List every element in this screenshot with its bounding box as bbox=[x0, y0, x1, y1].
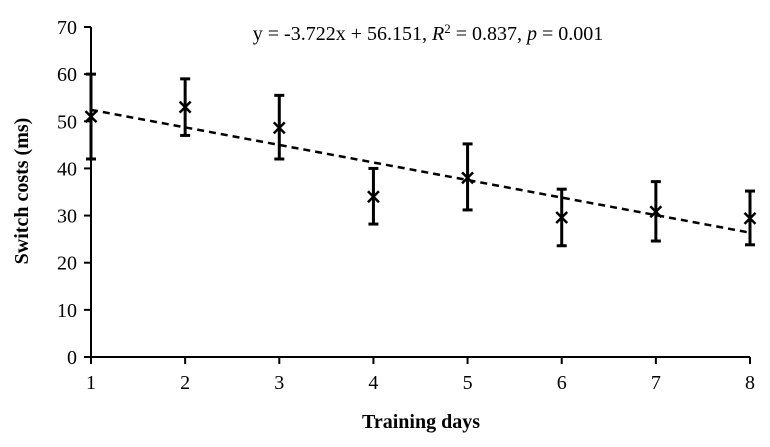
data-point bbox=[178, 77, 192, 137]
x-tick-label: 7 bbox=[651, 372, 661, 394]
x-marker bbox=[461, 171, 474, 185]
y-axis-title: Switch costs (ms) bbox=[11, 118, 33, 265]
axes: 0 10 20 30 40 50 60 70 1 2 3 4 5 6 7 8 bbox=[57, 17, 755, 394]
data-point bbox=[555, 187, 569, 248]
y-tick-label: 70 bbox=[57, 17, 77, 39]
data-point bbox=[649, 180, 663, 243]
r2-value: = 0.837, bbox=[451, 23, 527, 45]
data-point bbox=[461, 142, 474, 212]
p-label: p bbox=[525, 23, 537, 45]
r2-superscript: 2 bbox=[444, 21, 451, 36]
x-tick-label: 5 bbox=[463, 372, 473, 394]
plot-area bbox=[84, 72, 757, 248]
y-tick-label: 0 bbox=[67, 347, 77, 369]
x-tick-label: 3 bbox=[274, 372, 284, 394]
x-axis-title: Training days bbox=[362, 411, 480, 433]
equation-prefix: y = -3.722x + 56.151, bbox=[253, 23, 432, 45]
x-marker bbox=[743, 212, 757, 225]
x-tick-label: 8 bbox=[745, 372, 755, 394]
trendline bbox=[90, 108, 751, 234]
data-point bbox=[367, 166, 380, 226]
x-marker bbox=[272, 121, 286, 135]
y-tick-label: 10 bbox=[57, 300, 77, 322]
y-tick-label: 40 bbox=[57, 158, 77, 180]
y-tick-label: 50 bbox=[57, 111, 77, 133]
regression-equation: y = -3.722x + 56.151, R2 = 0.837, p = 0.… bbox=[253, 21, 604, 45]
x-marker bbox=[649, 205, 663, 219]
data-point bbox=[272, 93, 286, 161]
x-marker bbox=[555, 211, 569, 224]
x-marker bbox=[178, 100, 192, 114]
x-marker bbox=[367, 190, 380, 204]
x-tick-label: 1 bbox=[86, 372, 96, 394]
x-tick-label: 2 bbox=[180, 372, 190, 394]
x-tick-label: 4 bbox=[368, 372, 378, 394]
data-point bbox=[743, 189, 757, 247]
r2-label: R bbox=[431, 23, 444, 45]
y-tick-label: 20 bbox=[57, 253, 77, 275]
y-tick-label: 60 bbox=[57, 64, 77, 86]
x-tick-label: 6 bbox=[557, 372, 567, 394]
p-value: = 0.001 bbox=[537, 23, 603, 45]
y-tick-label: 30 bbox=[57, 206, 77, 228]
